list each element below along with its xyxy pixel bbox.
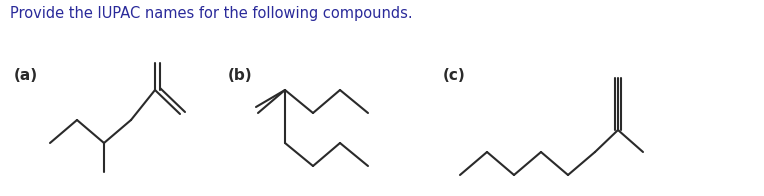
Text: (c): (c)	[443, 68, 466, 83]
Text: (b): (b)	[228, 68, 253, 83]
Text: Provide the IUPAC names for the following compounds.: Provide the IUPAC names for the followin…	[10, 6, 413, 21]
Text: (a): (a)	[14, 68, 38, 83]
